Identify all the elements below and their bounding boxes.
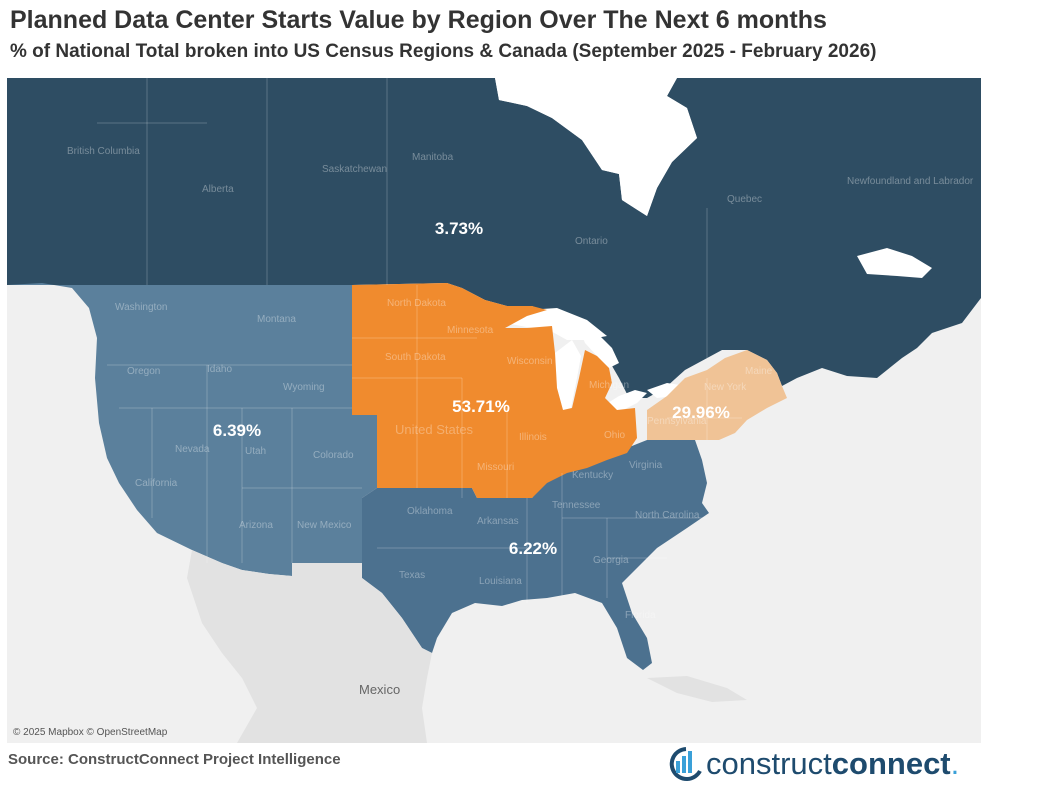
svg-text:constructconnect.: constructconnect. <box>706 746 959 781</box>
label-ontario: Ontario <box>575 236 608 247</box>
label-wyoming: Wyoming <box>283 382 325 393</box>
label-saskatchewan: Saskatchewan <box>322 164 387 175</box>
label-california: California <box>135 478 178 489</box>
logo-text-connect: connect <box>832 746 951 781</box>
label-newfoundland: Newfoundland and Labrador <box>847 176 974 187</box>
label-arizona: Arizona <box>239 520 273 531</box>
label-colorado: Colorado <box>313 450 354 461</box>
page-title: Planned Data Center Starts Value by Regi… <box>10 6 827 34</box>
map-container[interactable]: British Columbia Alberta Saskatchewan Ma… <box>7 78 981 743</box>
label-virginia: Virginia <box>629 460 663 471</box>
region-label-canada: 3.73% <box>435 219 483 238</box>
map-canvas[interactable]: British Columbia Alberta Saskatchewan Ma… <box>7 78 981 743</box>
label-texas: Texas <box>399 570 425 581</box>
label-washington: Washington <box>115 302 167 313</box>
map-attribution[interactable]: © 2025 Mapbox © OpenStreetMap <box>13 727 168 738</box>
label-michigan: Michigan <box>589 380 629 391</box>
gulf-st-lawrence <box>857 248 932 278</box>
label-minnesota: Minnesota <box>447 325 494 336</box>
region-south[interactable] <box>362 440 709 670</box>
page-subtitle: % of National Total broken into US Censu… <box>10 41 877 62</box>
hudson-bay <box>495 78 697 216</box>
label-new-mexico: New Mexico <box>297 520 352 531</box>
place-labels: British Columbia Alberta Saskatchewan Ma… <box>67 146 974 621</box>
logo-dot: . <box>951 746 960 781</box>
label-tennessee: Tennessee <box>552 500 601 511</box>
logo-icon <box>669 747 702 781</box>
region-label-south: 6.22% <box>509 539 557 558</box>
region-label-midwest: 53.71% <box>452 397 510 416</box>
label-north-carolina: North Carolina <box>635 510 700 521</box>
region-label-northeast: 29.96% <box>672 403 730 422</box>
label-idaho: Idaho <box>207 364 232 375</box>
label-louisiana: Louisiana <box>479 576 522 587</box>
label-british-columbia: British Columbia <box>67 146 140 157</box>
state-borders <box>97 78 742 603</box>
label-arkansas: Arkansas <box>477 516 519 527</box>
great-lakes <box>505 308 687 412</box>
label-quebec: Quebec <box>727 194 762 205</box>
label-manitoba: Manitoba <box>412 152 454 163</box>
label-missouri: Missouri <box>477 462 514 473</box>
source-note: Source: ConstructConnect Project Intelli… <box>8 751 341 768</box>
label-montana: Montana <box>257 314 296 325</box>
cuba <box>647 676 747 702</box>
label-south-dakota: South Dakota <box>385 352 446 363</box>
label-florida: Florida <box>625 610 656 621</box>
label-illinois: Illinois <box>519 432 547 443</box>
label-pennsylvania: Pennsylvania <box>647 416 707 427</box>
label-georgia: Georgia <box>593 555 629 566</box>
region-west[interactable] <box>7 283 377 576</box>
label-mexico: Mexico <box>359 682 400 697</box>
region-midwest[interactable] <box>352 283 637 498</box>
label-alberta: Alberta <box>202 184 234 195</box>
region-canada[interactable] <box>7 78 981 398</box>
label-wisconsin: Wisconsin <box>507 356 553 367</box>
region-northeast[interactable] <box>647 350 787 440</box>
constructconnect-logo: constructconnect. <box>666 743 996 783</box>
label-new-york: New York <box>704 382 747 393</box>
logo-text-construct: construct <box>706 746 832 781</box>
label-oregon: Oregon <box>127 366 160 377</box>
label-oklahoma: Oklahoma <box>407 506 453 517</box>
label-utah: Utah <box>245 446 266 457</box>
label-north-dakota: North Dakota <box>387 298 446 309</box>
region-label-west: 6.39% <box>213 421 261 440</box>
region-mexico <box>187 550 432 743</box>
label-kentucky: Kentucky <box>572 470 613 481</box>
label-united-states: United States <box>395 422 474 437</box>
label-maine: Maine <box>745 366 773 377</box>
label-nevada: Nevada <box>175 444 210 455</box>
label-ohio: Ohio <box>604 430 626 441</box>
